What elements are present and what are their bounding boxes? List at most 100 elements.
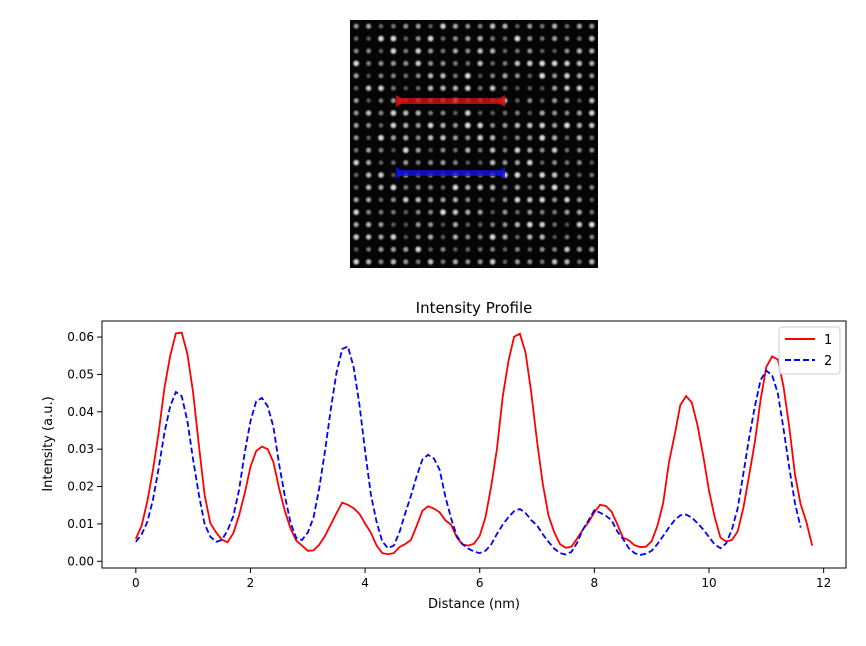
- atom-column: [512, 58, 522, 68]
- atom-column: [414, 133, 423, 142]
- atom-column: [426, 71, 436, 81]
- atom-column: [414, 183, 423, 192]
- atom-column: [352, 245, 361, 254]
- atom-column: [500, 21, 510, 31]
- atom-column: [587, 71, 597, 81]
- atom-column: [562, 170, 572, 180]
- atom-column: [476, 195, 485, 204]
- legend-label-1: 1: [824, 333, 832, 348]
- atom-column: [550, 245, 559, 254]
- atom-column: [476, 84, 485, 93]
- atom-column: [439, 183, 447, 192]
- series-layer: [134, 331, 814, 556]
- profile-line-1[interactable]: [396, 95, 505, 107]
- atom-column: [538, 158, 547, 167]
- atom-column: [562, 58, 572, 69]
- atom-column: [475, 46, 485, 56]
- atom-column: [463, 34, 473, 43]
- atom-column: [501, 245, 509, 254]
- atom-column: [364, 72, 373, 80]
- atom-column: [476, 109, 485, 117]
- atom-column: [537, 195, 547, 205]
- atom-column: [351, 157, 361, 168]
- atom-column: [575, 195, 584, 205]
- atom-column: [376, 257, 386, 266]
- atom-column: [389, 245, 398, 254]
- atom-column: [475, 120, 485, 131]
- legend-label-2: 2: [824, 354, 832, 369]
- atom-column: [512, 120, 522, 130]
- profile-line-2[interactable]: [396, 167, 505, 179]
- atom-column: [426, 133, 436, 143]
- atom-column: [376, 133, 386, 143]
- atom-column: [402, 220, 410, 229]
- atom-column: [351, 108, 361, 118]
- atom-column: [463, 71, 473, 81]
- atom-column: [525, 120, 535, 130]
- atom-column: [562, 120, 572, 131]
- atom-column: [513, 183, 522, 192]
- atom-column: [587, 245, 597, 254]
- atom-column: [513, 245, 522, 254]
- atom-column: [537, 219, 547, 230]
- atom-column: [475, 182, 485, 192]
- atom-column: [414, 158, 423, 167]
- atom-column: [463, 108, 473, 118]
- atom-column: [426, 22, 435, 31]
- atom-column: [364, 96, 373, 105]
- atom-column: [500, 220, 510, 229]
- atom-column: [451, 59, 460, 68]
- atom-column: [463, 120, 473, 131]
- atom-column: [438, 83, 448, 93]
- atom-column: [513, 96, 522, 105]
- atom-column: [501, 84, 509, 93]
- atom-column: [364, 158, 373, 167]
- atom-column: [401, 34, 410, 43]
- atom-column: [500, 146, 510, 155]
- atom-column: [352, 46, 361, 56]
- atom-column: [388, 33, 399, 44]
- atom-column: [550, 121, 559, 130]
- atom-column: [587, 232, 596, 242]
- atom-column: [376, 208, 386, 217]
- atom-column: [575, 146, 584, 155]
- atom-column: [487, 232, 498, 242]
- atom-column: [401, 183, 410, 192]
- profile-lines: [396, 95, 505, 179]
- x-tick-label: 0: [132, 576, 140, 590]
- atom-column: [450, 83, 460, 93]
- atom-column: [538, 146, 547, 155]
- atom-column: [351, 58, 361, 69]
- atom-column: [525, 257, 534, 266]
- atom-column: [352, 34, 361, 43]
- atom-column: [538, 96, 547, 105]
- atom-column: [425, 120, 436, 131]
- atom-column: [438, 195, 448, 205]
- atom-column: [513, 133, 522, 142]
- atom-column: [388, 232, 399, 242]
- atom-column: [451, 146, 460, 155]
- atom-column: [376, 83, 386, 93]
- atom-column: [463, 133, 473, 143]
- atom-column: [550, 158, 559, 167]
- atom-column: [414, 71, 423, 80]
- atom-column: [588, 158, 596, 167]
- atom-column: [525, 245, 534, 254]
- atom-column: [389, 146, 398, 154]
- atom-column: [525, 58, 535, 69]
- atom-column: [377, 158, 385, 167]
- atom-column: [525, 96, 534, 105]
- atom-column: [401, 108, 411, 118]
- atom-column: [376, 33, 386, 44]
- atom-column: [537, 133, 547, 143]
- legend: 1 2: [778, 326, 841, 375]
- atom-column: [562, 183, 572, 192]
- atom-column: [377, 121, 385, 130]
- atom-column: [488, 109, 497, 117]
- atom-column: [401, 257, 411, 267]
- atom-column: [563, 158, 571, 167]
- atom-column: [376, 108, 386, 118]
- atom-column: [351, 96, 361, 105]
- atom-column: [563, 220, 571, 229]
- atom-column: [364, 21, 373, 31]
